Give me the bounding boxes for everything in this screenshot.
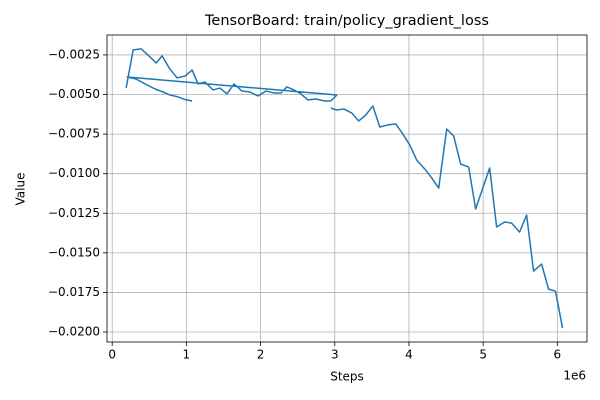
data-line [125, 48, 564, 329]
x-tick-label: 1 [183, 348, 191, 362]
y-tick-label: −0.0100 [48, 166, 100, 180]
x-tick-label: 4 [405, 348, 413, 362]
x-tick-label: 5 [479, 348, 487, 362]
x-tick-label: 2 [257, 348, 265, 362]
y-axis-label: Value [14, 173, 28, 206]
chart-title: TensorBoard: train/policy_gradient_loss [204, 13, 489, 29]
x-tick-label: 0 [108, 348, 116, 362]
x-offset-label: 1e6 [563, 369, 586, 383]
y-tick-label: −0.0025 [48, 47, 100, 61]
x-axis-label: Steps [330, 370, 364, 384]
y-tick-label: −0.0125 [48, 206, 100, 220]
y-tick-label: −0.0075 [48, 127, 100, 141]
x-tick-label: 3 [331, 348, 339, 362]
x-tick-label: 6 [554, 348, 562, 362]
y-tick-label: −0.0150 [48, 245, 100, 259]
plot-frame [106, 34, 588, 343]
y-tick-label: −0.0050 [48, 87, 100, 101]
y-tick-label: −0.0200 [48, 325, 100, 339]
y-tick-label: −0.0175 [48, 285, 100, 299]
